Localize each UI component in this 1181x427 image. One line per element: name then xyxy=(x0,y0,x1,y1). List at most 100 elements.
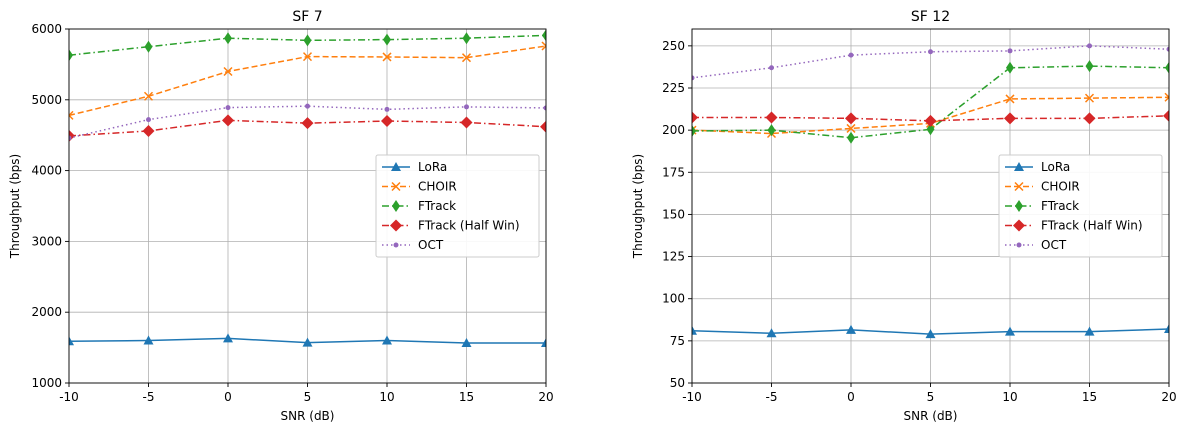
legend-marker xyxy=(392,200,400,212)
legend-label: FTrack (Half Win) xyxy=(418,219,520,233)
data-point xyxy=(462,32,471,45)
panel-1-x-axis-label: SNR (dB) xyxy=(281,409,335,423)
data-point xyxy=(1164,92,1169,102)
data-point xyxy=(765,111,778,124)
data-point xyxy=(1006,61,1014,74)
panel-2-chart: -10 -5 0 5 10 15 20 50 75 100 125 150 175 200 225 250 SF… xyxy=(631,9,1177,423)
data-point xyxy=(926,123,935,136)
data-point xyxy=(692,111,698,124)
data-point xyxy=(302,52,313,62)
data-point xyxy=(223,66,233,77)
legend-marker xyxy=(1015,200,1023,212)
series-oct xyxy=(692,43,1169,81)
legend-marker xyxy=(391,162,401,171)
data-point xyxy=(144,40,153,53)
data-point xyxy=(1163,109,1169,122)
legend-entry: LoRa xyxy=(1005,160,1070,174)
data-point xyxy=(146,117,151,123)
data-point xyxy=(692,75,695,81)
data-point xyxy=(69,110,74,120)
data-point xyxy=(461,53,472,63)
data-point xyxy=(223,333,233,343)
legend-label: OCT xyxy=(1041,238,1067,252)
data-point xyxy=(69,49,73,62)
x-tick-label: -5 xyxy=(766,390,778,404)
data-point xyxy=(543,105,546,111)
data-point xyxy=(848,52,854,58)
panel-2-y-axis-label: Throughput (bps) xyxy=(631,154,645,259)
data-point xyxy=(846,324,856,334)
data-point xyxy=(382,52,392,62)
data-point xyxy=(383,33,391,46)
data-point xyxy=(540,120,546,133)
legend-marker xyxy=(390,219,402,232)
y-tick-label: 2000 xyxy=(31,305,62,319)
x-tick-label: 5 xyxy=(927,390,935,404)
legend-box xyxy=(998,154,1163,258)
x-tick-label: 0 xyxy=(224,390,232,404)
legend-label: LoRa xyxy=(1041,160,1070,174)
data-point xyxy=(225,105,231,111)
y-tick-label: 6000 xyxy=(31,22,62,36)
y-tick-label: 100 xyxy=(662,292,685,306)
panel-1-chart: -10 -5 0 5 10 15 20 1000 2000 3000 4000 5000 6000 SF … xyxy=(8,9,554,423)
data-point xyxy=(541,337,546,347)
data-point xyxy=(769,65,774,71)
legend-label: CHOIR xyxy=(1041,180,1080,194)
y-tick-label: 125 xyxy=(662,250,685,264)
data-point xyxy=(143,91,154,101)
x-tick-label: 5 xyxy=(304,390,312,404)
series-lora xyxy=(692,324,1169,339)
panel-1-title: SF 7 xyxy=(292,9,322,25)
legend-marker xyxy=(393,242,399,248)
data-point xyxy=(384,106,390,112)
series-ftrack-half-win xyxy=(692,109,1169,127)
x-tick-label: 15 xyxy=(459,390,474,404)
data-point xyxy=(1164,324,1169,334)
data-point xyxy=(460,116,473,129)
data-point xyxy=(302,337,313,347)
series-lora xyxy=(69,333,546,347)
y-tick-label: 3000 xyxy=(31,234,62,248)
legend-label: FTrack (Half Win) xyxy=(1041,219,1143,233)
series-ftrack xyxy=(69,29,546,62)
y-tick-label: 75 xyxy=(670,334,685,348)
legend-label: OCT xyxy=(418,238,444,252)
data-point xyxy=(845,112,857,125)
x-tick-label: 15 xyxy=(1082,390,1097,404)
legend-entry: CHOIR xyxy=(1005,180,1080,194)
data-point xyxy=(464,104,469,110)
data-point xyxy=(1085,60,1094,73)
legend-entry: LoRa xyxy=(382,160,447,174)
data-point xyxy=(692,124,696,137)
legend-marker xyxy=(1016,242,1022,248)
data-point xyxy=(1005,326,1015,336)
y-tick-label: 50 xyxy=(670,376,685,390)
data-point xyxy=(1084,326,1095,336)
series-oct xyxy=(69,103,546,141)
data-point xyxy=(846,123,856,133)
legend-entry: OCT xyxy=(1005,238,1067,252)
series-choir xyxy=(69,41,546,120)
legend-entry: FTrack xyxy=(382,199,456,213)
data-point xyxy=(928,49,933,55)
data-point xyxy=(1004,112,1016,125)
legend-marker xyxy=(391,181,401,192)
data-point xyxy=(767,124,776,137)
y-tick-label: 175 xyxy=(662,165,685,179)
data-point xyxy=(303,34,312,47)
legend-label: CHOIR xyxy=(418,180,457,194)
data-point xyxy=(381,115,393,128)
data-point xyxy=(542,29,546,42)
legend-entry: FTrack (Half Win) xyxy=(1005,219,1143,233)
legend-label: LoRa xyxy=(418,160,447,174)
data-point xyxy=(1166,46,1169,52)
data-point xyxy=(1087,43,1092,49)
y-tick-label: 200 xyxy=(662,123,685,137)
legend-entry: FTrack (Half Win) xyxy=(382,219,520,233)
legend-marker xyxy=(1014,162,1024,171)
data-point xyxy=(1007,48,1013,54)
panel-2-x-axis-label: SNR (dB) xyxy=(904,409,958,423)
y-tick-label: 225 xyxy=(662,81,685,95)
